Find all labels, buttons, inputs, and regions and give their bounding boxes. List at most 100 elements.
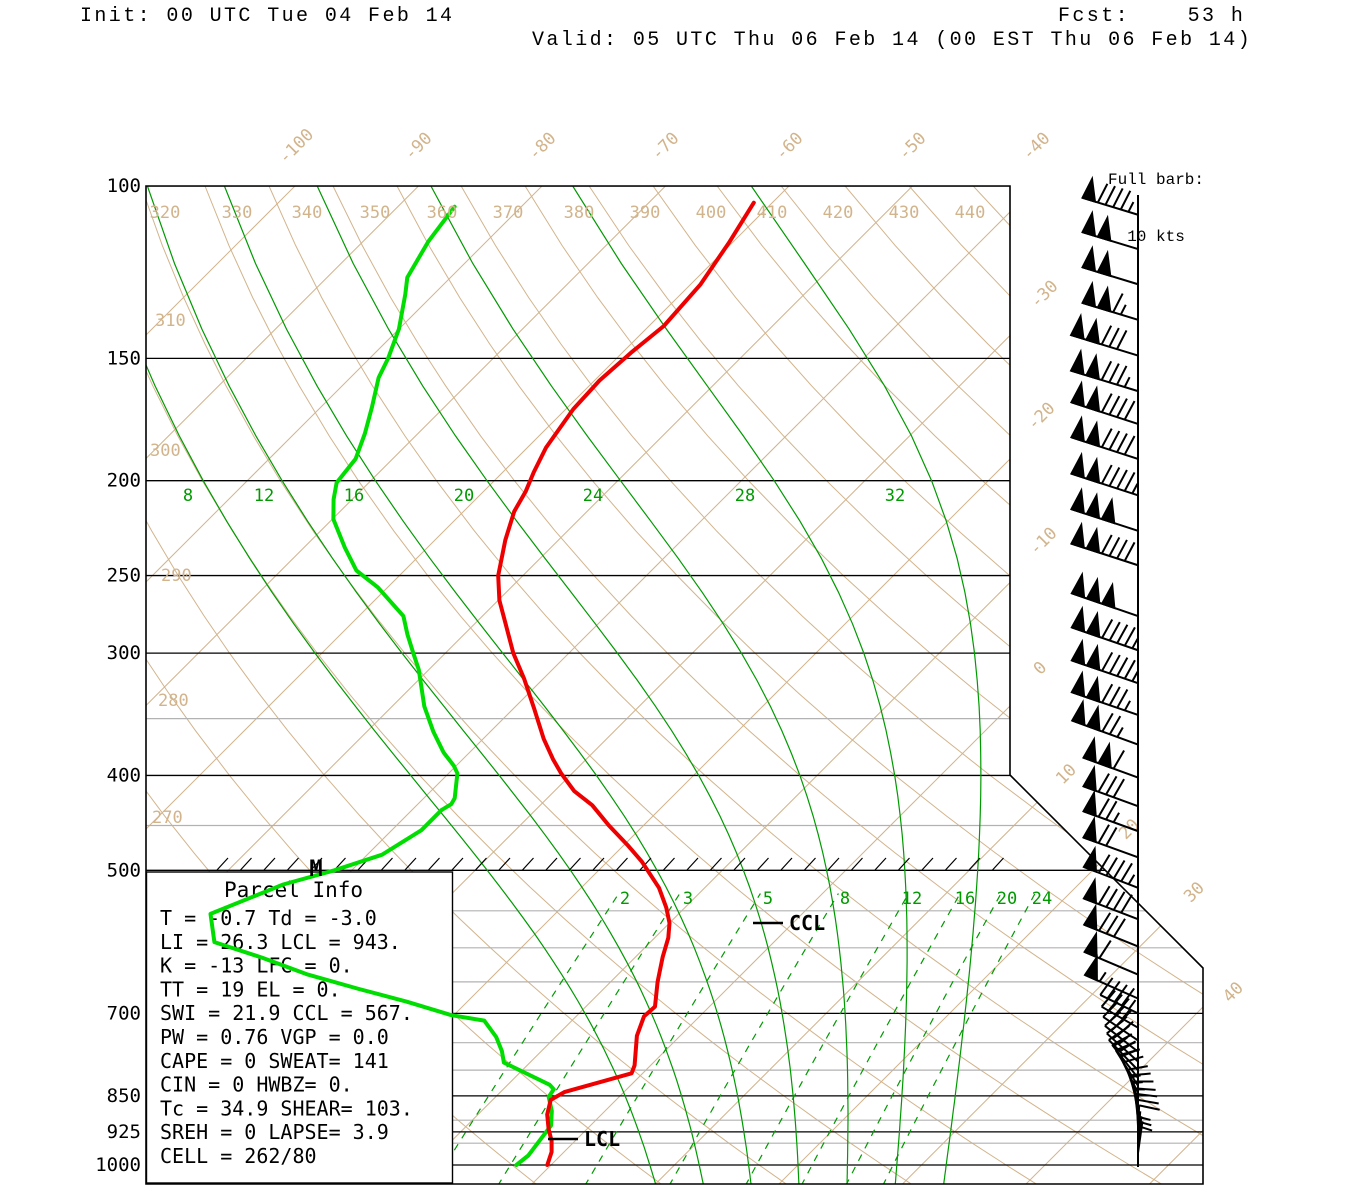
dry-adiabat-label: 270 bbox=[152, 808, 183, 828]
dry-adiabat-label: 390 bbox=[630, 203, 661, 223]
wind-barb bbox=[1069, 348, 1139, 393]
parcel-info-row: T = -0.7 Td = -3.0 bbox=[160, 906, 377, 930]
parcel-info-box bbox=[145, 871, 454, 1184]
dry-adiabat-label: 370 bbox=[493, 203, 524, 223]
header-init-time: Init: 00 UTC Tue 04 Feb 14 bbox=[80, 5, 455, 28]
mixing-ratio-label: 5 bbox=[763, 889, 773, 909]
pressure-label: 300 bbox=[107, 642, 141, 664]
mixing-ratio-label: 24 bbox=[1032, 889, 1052, 909]
isotherm-label: 0 bbox=[1030, 658, 1051, 679]
isotherm-label: 10 bbox=[1052, 760, 1081, 789]
wind-barb bbox=[1081, 210, 1139, 251]
moist-adiabat-label: 28 bbox=[735, 486, 755, 506]
dry-adiabat-label: 410 bbox=[757, 203, 788, 223]
isotherm-label: -20 bbox=[1024, 399, 1060, 435]
header-forecast-hour: Fcst: 53 h bbox=[1058, 5, 1246, 28]
isotherm-label: 30 bbox=[1180, 878, 1209, 907]
dry-adiabat-label: 280 bbox=[158, 691, 189, 711]
wind-barb bbox=[1069, 451, 1139, 497]
isotherm-label: -70 bbox=[648, 129, 684, 165]
mixing-ratio-label: 3 bbox=[683, 889, 693, 909]
isotherm-label: -40 bbox=[1019, 129, 1055, 165]
isotherm-label: -30 bbox=[1027, 277, 1063, 313]
wind-barb bbox=[1099, 977, 1139, 1015]
wind-barb bbox=[1082, 736, 1139, 779]
parcel-info-row: SREH = 0 LAPSE= 3.9 bbox=[160, 1120, 389, 1144]
plot-border bbox=[145, 185, 1204, 1185]
dry-adiabat-label: 440 bbox=[955, 203, 986, 223]
dry-adiabat-label: 380 bbox=[564, 203, 595, 223]
isotherm-label: -90 bbox=[401, 129, 437, 165]
ccl-marker: CCL bbox=[753, 911, 825, 935]
isotherm-label: 40 bbox=[1219, 978, 1248, 1007]
mixing-ratio-label: 16 bbox=[955, 889, 975, 909]
dry-adiabat-label: 330 bbox=[222, 203, 253, 223]
isotherm-label: -80 bbox=[525, 129, 561, 165]
parcel-info-row: CIN = 0 HWBZ= 0. bbox=[160, 1073, 353, 1097]
isotherm-label: -10 bbox=[1026, 524, 1062, 560]
pressure-label: 850 bbox=[107, 1085, 141, 1107]
freezing-hatch-row bbox=[216, 857, 1004, 871]
wind-barb bbox=[1069, 521, 1139, 567]
wind-barb bbox=[1082, 816, 1139, 859]
wind-barb bbox=[1070, 571, 1139, 618]
mixing-ratio-label: 2 bbox=[620, 889, 630, 909]
parcel-info-row: SWI = 21.9 CCL = 567. bbox=[160, 1001, 413, 1025]
isotherm-label: -100 bbox=[275, 125, 318, 168]
pressure-label: 150 bbox=[107, 347, 141, 369]
pressure-label: 925 bbox=[107, 1121, 141, 1143]
M-marker: M bbox=[309, 857, 322, 882]
dry-adiabat-label: 350 bbox=[360, 203, 391, 223]
moist-adiabat-label: 12 bbox=[254, 486, 274, 506]
header-valid-time: Valid: 05 UTC Thu 06 Feb 14 (00 EST Thu … bbox=[532, 29, 1253, 52]
moist-adiabat-label: 20 bbox=[454, 486, 474, 506]
wind-barb bbox=[1070, 670, 1139, 716]
moist-adiabat-label: 8 bbox=[183, 486, 193, 506]
pressure-label: 400 bbox=[107, 764, 141, 786]
wind-barb bbox=[1082, 789, 1139, 833]
parcel-info-row: LI = 26.3 LCL = 943. bbox=[160, 930, 401, 954]
green-line-labels: 8 12 16 20 24 28 32 2 3 5 8 12 16 20 24 bbox=[183, 486, 1052, 909]
dry-adiabat-label: 290 bbox=[161, 566, 192, 586]
pressure-label: 200 bbox=[107, 470, 141, 492]
mixing-ratio-label: 8 bbox=[840, 889, 850, 909]
wind-barb bbox=[1082, 764, 1139, 808]
dry-adiabat-label: 430 bbox=[889, 203, 920, 223]
pressure-label: 1000 bbox=[95, 1154, 141, 1176]
svg-text:CCL: CCL bbox=[789, 911, 825, 935]
wind-barb bbox=[1081, 280, 1139, 321]
temperature-profile-line bbox=[496, 200, 756, 1167]
barb-legend-line2: 10 kts bbox=[1127, 228, 1185, 246]
wind-barb bbox=[1081, 175, 1139, 216]
wind-barb bbox=[1082, 903, 1139, 948]
dry-adiabat-label: 320 bbox=[150, 203, 181, 223]
dry-adiabat-label: 420 bbox=[823, 203, 854, 223]
wind-barb bbox=[1070, 638, 1139, 685]
mixing-ratio-label: 12 bbox=[902, 889, 922, 909]
parcel-info-row: PW = 0.76 VGP = 0.0 bbox=[160, 1025, 389, 1049]
pressure-label: 250 bbox=[107, 565, 141, 587]
wind-barb bbox=[1082, 845, 1139, 889]
pressure-label: 500 bbox=[107, 859, 141, 881]
isotherm-label: -60 bbox=[772, 129, 808, 165]
wind-barb bbox=[1081, 245, 1139, 286]
wind-barb bbox=[1082, 877, 1139, 921]
wind-barb bbox=[1069, 380, 1139, 425]
wind-barb bbox=[1070, 605, 1139, 652]
mixing-ratio-label: 20 bbox=[997, 889, 1017, 909]
pressure-label: 100 bbox=[107, 175, 141, 197]
isotherm-label: -50 bbox=[895, 129, 931, 165]
dry-adiabat-label: 360 bbox=[427, 203, 458, 223]
dry-adiabat-label: 310 bbox=[155, 311, 186, 331]
wind-barb bbox=[1069, 415, 1139, 460]
pressure-axis-labels: 100 150 200 250 300 400 500 700 850 925 1000 bbox=[95, 175, 141, 1176]
svg-text:LCL: LCL bbox=[584, 1127, 620, 1151]
wind-barb bbox=[1070, 699, 1139, 746]
parcel-info-row: Tc = 34.9 SHEAR= 103. bbox=[160, 1096, 413, 1120]
parcel-info-row: CAPE = 0 SWEAT= 141 bbox=[160, 1049, 389, 1073]
dewpoint-profile-line bbox=[208, 204, 556, 1167]
parcel-info-row: TT = 19 EL = 0. bbox=[160, 977, 341, 1001]
